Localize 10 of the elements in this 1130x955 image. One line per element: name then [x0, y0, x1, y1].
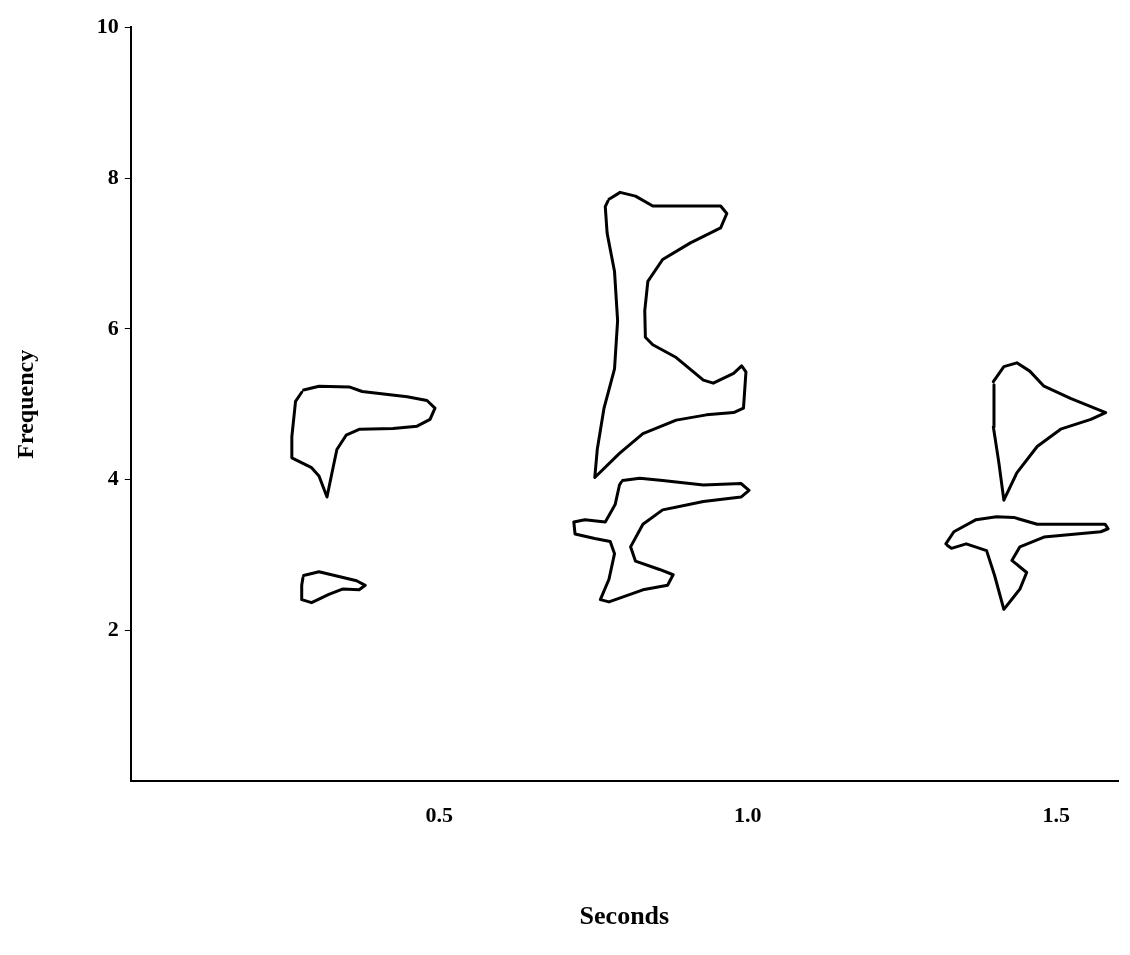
- x-tick-label: 0.5: [425, 802, 454, 828]
- y-tick-label: 4: [107, 465, 119, 491]
- x-tick-label: 1.0: [734, 802, 762, 828]
- y-tick-label: 10: [96, 12, 119, 38]
- y-tick-label: 8: [107, 163, 119, 189]
- y-tick-label: 2: [107, 616, 119, 642]
- x-tick-label: 1.5: [1042, 802, 1071, 828]
- y-tick-label: 6: [107, 314, 119, 340]
- y-axis-title: Frequency: [11, 349, 38, 459]
- x-axis-title: Seconds: [579, 901, 670, 931]
